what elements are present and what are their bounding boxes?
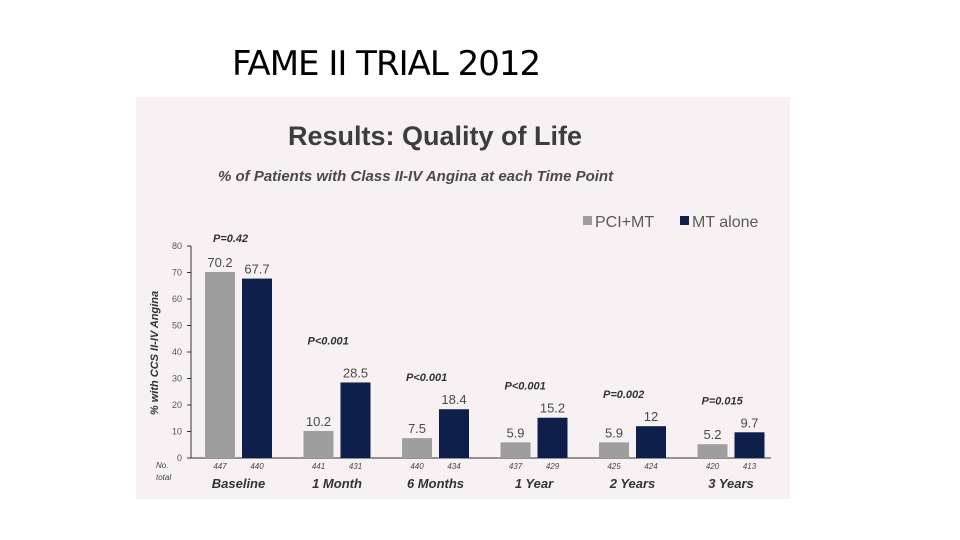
bar bbox=[734, 432, 765, 458]
legend-swatch-mt-alone bbox=[680, 216, 689, 225]
n-caption-line2: total bbox=[156, 473, 171, 482]
y-tick-label: 30 bbox=[172, 374, 182, 384]
bar bbox=[242, 278, 272, 458]
n-count-label: 437 bbox=[509, 462, 523, 471]
y-tick-label: 0 bbox=[177, 453, 182, 463]
y-tick-label: 50 bbox=[172, 321, 182, 331]
bars bbox=[205, 271, 765, 458]
bar-value-label: 28.5 bbox=[343, 365, 368, 380]
bar-value-label: 7.5 bbox=[408, 421, 426, 436]
y-tick-label: 70 bbox=[172, 268, 182, 278]
bar bbox=[697, 444, 728, 458]
n-count-label: 420 bbox=[706, 462, 720, 471]
bar-value-label: 15.2 bbox=[540, 401, 565, 416]
category-label: Baseline bbox=[212, 476, 265, 491]
y-axis: 0 10 20 30 40 50 60 70 80 bbox=[172, 241, 771, 463]
n-count-label: 429 bbox=[546, 462, 560, 471]
y-axis-label: % with CCS II-IV Angina bbox=[149, 291, 161, 415]
n-count-label: 424 bbox=[644, 462, 658, 471]
bar-value-label: 67.7 bbox=[244, 262, 269, 277]
legend: PCI+MT MT alone bbox=[583, 214, 759, 231]
n-count-label: 440 bbox=[410, 462, 424, 471]
category-label: 1 Month bbox=[312, 476, 362, 491]
bar-value-label: 10.2 bbox=[306, 414, 331, 429]
bar-value-label: 18.4 bbox=[441, 392, 466, 407]
legend-label-pci-mt: PCI+MT bbox=[595, 214, 654, 231]
legend-swatch-pci-mt bbox=[583, 216, 592, 225]
n-count-label: 441 bbox=[312, 462, 325, 471]
bar bbox=[205, 271, 235, 458]
n-count-label: 447 bbox=[213, 462, 227, 471]
legend-label-mt-alone: MT alone bbox=[692, 214, 759, 231]
bar-value-label: 9.7 bbox=[740, 415, 758, 430]
chart-panel: Results: Quality of Life % of Patients w… bbox=[136, 97, 790, 499]
bar bbox=[500, 442, 531, 458]
chart-subtitle: % of Patients with Class II-IV Angina at… bbox=[218, 168, 614, 185]
bar-chart: Results: Quality of Life % of Patients w… bbox=[149, 121, 771, 491]
n-count-label: 440 bbox=[250, 462, 264, 471]
bar-value-label: 12 bbox=[644, 409, 658, 424]
y-tick-label: 40 bbox=[172, 347, 182, 357]
bar-value-label: 5.9 bbox=[605, 425, 623, 440]
bar-value-label: 5.2 bbox=[703, 427, 721, 442]
p-value-label: P<0.001 bbox=[406, 372, 447, 384]
bar bbox=[303, 430, 334, 458]
category-label: 6 Months bbox=[407, 476, 464, 491]
n-count-label: 431 bbox=[349, 462, 362, 471]
p-value-label: P=0.015 bbox=[702, 395, 744, 407]
bar bbox=[439, 409, 469, 458]
bar-value-label: 70.2 bbox=[207, 255, 232, 270]
y-tick-label: 80 bbox=[172, 241, 182, 251]
bar bbox=[636, 426, 666, 458]
p-value-label: P=0.42 bbox=[213, 233, 248, 245]
y-tick-label: 20 bbox=[172, 400, 182, 410]
bar bbox=[402, 438, 432, 458]
bar bbox=[599, 442, 629, 458]
bar bbox=[537, 417, 568, 458]
p-value-label: P<0.001 bbox=[308, 335, 349, 347]
p-value-label: P<0.001 bbox=[505, 381, 546, 393]
y-tick-label: 10 bbox=[172, 427, 182, 437]
y-tick-label: 60 bbox=[172, 294, 182, 304]
slide-title: FAME II TRIAL 2012 bbox=[232, 44, 541, 84]
chart-title: Results: Quality of Life bbox=[288, 121, 582, 151]
bar-value-label: 5.9 bbox=[506, 425, 524, 440]
category-label: 3 Years bbox=[708, 476, 754, 491]
n-caption-line1: No. bbox=[156, 461, 168, 470]
bar bbox=[340, 382, 371, 458]
data-labels: 70.2 447 67.7 440 P=0.42 Baseline 10.2 441 28.5 4… bbox=[207, 233, 758, 491]
p-value-label: P=0.002 bbox=[603, 389, 644, 401]
n-count-label: 434 bbox=[447, 462, 461, 471]
n-count-label: 425 bbox=[607, 462, 621, 471]
category-label: 1 Year bbox=[515, 476, 554, 491]
n-count-label: 413 bbox=[743, 462, 757, 471]
category-label: 2 Years bbox=[609, 476, 656, 491]
